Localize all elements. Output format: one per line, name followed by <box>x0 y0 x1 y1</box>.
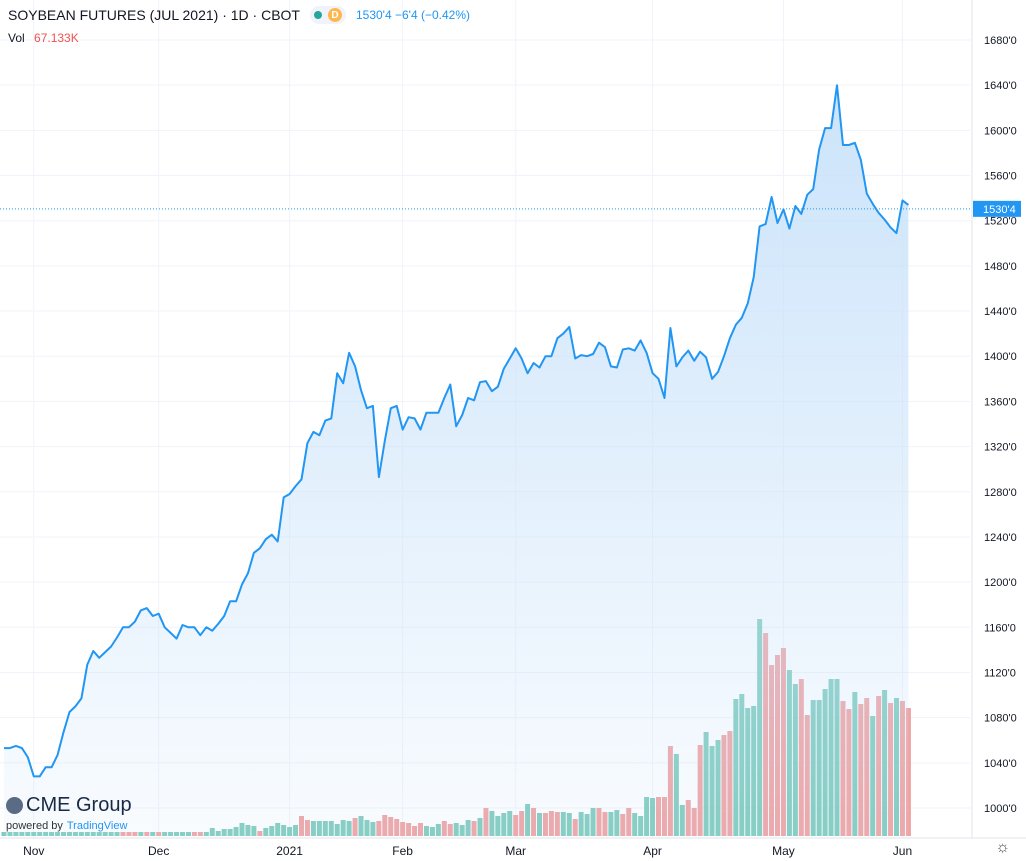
powered-by-text: powered by <box>6 820 63 832</box>
price-tick-label: 1080'0 <box>984 713 1017 725</box>
time-tick-label: Apr <box>643 844 662 858</box>
price-tick-label: 1280'0 <box>984 487 1017 499</box>
settings-gear-icon[interactable]: ☼ <box>995 839 1010 856</box>
volume-legend: Vol 67.133K <box>8 31 79 45</box>
last-price-label: 1530'4 <box>983 204 1016 216</box>
price-tick-label: 1600'0 <box>984 125 1017 137</box>
price-area-fill <box>4 85 909 836</box>
price-tick-label: 1440'0 <box>984 306 1017 318</box>
market-open-icon <box>313 11 322 19</box>
time-tick-label: 2021 <box>276 844 303 858</box>
branding[interactable]: CME Group powered by TradingView <box>6 794 132 832</box>
price-tick-label: 1520'0 <box>984 216 1017 228</box>
logo-text: CME Group <box>26 794 132 816</box>
price-tick-label: 1000'0 <box>984 803 1017 815</box>
price-tick-label: 1120'0 <box>984 667 1016 679</box>
platform-link[interactable]: TradingView <box>66 820 128 832</box>
price-tick-label: 1160'0 <box>984 622 1016 634</box>
volume-value: 67.133K <box>34 31 79 45</box>
price-tick-label: 1200'0 <box>984 577 1017 589</box>
volume-label: Vol <box>8 31 25 45</box>
powered-by: powered by TradingView <box>6 820 132 832</box>
time-axis[interactable]: Nov Dec 2021 Feb Mar Apr May Jun <box>0 837 1026 858</box>
time-tick-label: Dec <box>148 844 169 858</box>
price-area <box>4 84 910 836</box>
price-tick-label: 1360'0 <box>984 396 1017 408</box>
price-tick-label: 1240'0 <box>984 532 1017 544</box>
globe-icon <box>6 797 23 814</box>
price-tick-label: 1480'0 <box>984 261 1017 273</box>
market-status[interactable]: D <box>309 6 346 24</box>
last-price-change: 1530'4 −6'4 (−0.42%) <box>355 8 470 22</box>
price-tick-label: 1640'0 <box>984 80 1017 92</box>
price-tick-label: 1680'0 <box>984 35 1017 47</box>
price-tick-label: 1400'0 <box>984 351 1017 363</box>
chart-header: SOYBEAN FUTURES (JUL 2021) · 1D · CBOT D… <box>8 6 470 24</box>
price-tick-label: 1040'0 <box>984 758 1017 770</box>
time-tick-label: Mar <box>505 844 526 858</box>
time-tick-label: Nov <box>23 844 44 858</box>
cme-logo: CME Group <box>6 794 132 817</box>
price-tick-label: 1320'0 <box>984 442 1017 454</box>
time-tick-label: May <box>772 844 795 858</box>
last-price-label-bg <box>973 200 1021 217</box>
time-tick-label: Jun <box>893 844 912 858</box>
price-tick-label: 1560'0 <box>984 171 1017 183</box>
price-axis[interactable]: 1680'0 1640'0 1600'0 1560'0 1520'0 1480'0 1440… <box>971 0 1021 838</box>
time-tick-label: Feb <box>392 844 413 858</box>
delayed-data-badge: D <box>327 8 342 22</box>
symbol-title: SOYBEAN FUTURES (JUL 2021) · 1D · CBOT <box>8 7 300 23</box>
price-line <box>4 84 910 778</box>
